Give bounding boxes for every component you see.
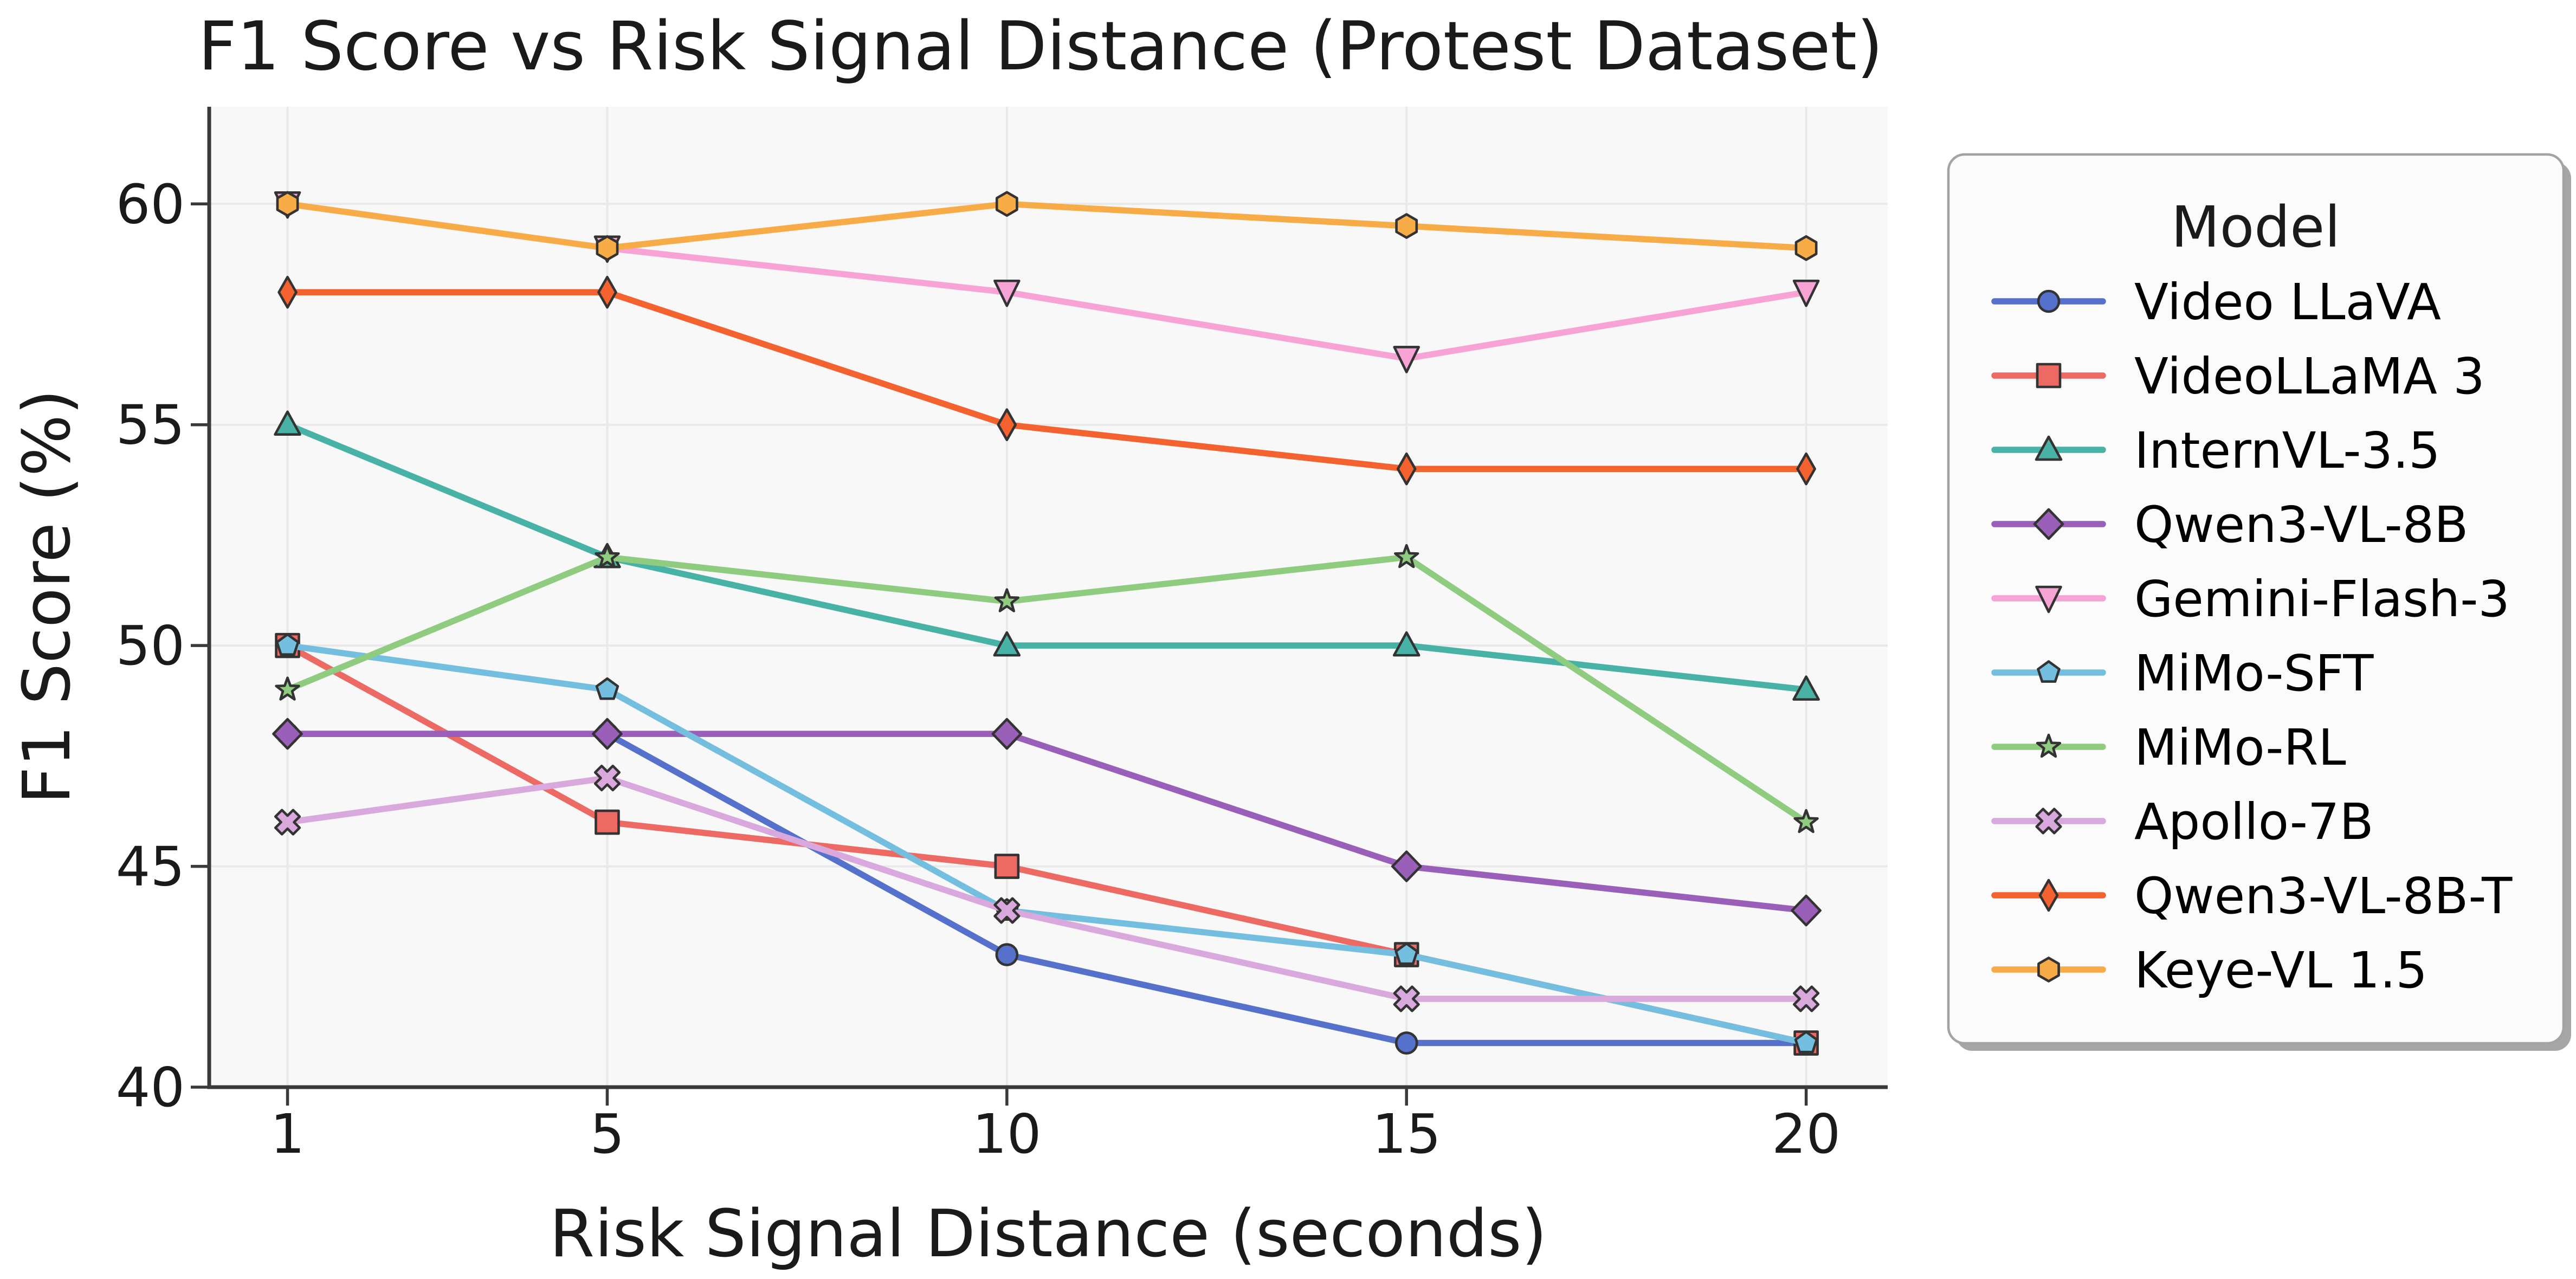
legend-item-video-llava: Video LLaVA [1991,273,2441,331]
legend-swatch-marker [2037,289,2061,313]
data-point [993,897,1021,924]
legend-swatch-marker [2035,585,2062,613]
data-point [592,718,623,750]
data-point [272,718,303,750]
data-point [274,809,301,836]
data-point [995,943,1019,966]
legend-items: Video LLaVA VideoLLaMA 3 InternVL-3.5 Qwen3… [1991,273,2513,999]
x-tick-label: 15 [1372,1102,1441,1166]
data-point [1792,675,1820,701]
data-point [1392,631,1421,657]
data-point [1393,544,1419,569]
legend-item-label: Gemini-Flash-3 [2134,570,2510,628]
legend-swatch-marker [2038,878,2059,912]
x-tick-label: 5 [590,1102,625,1166]
legend-item-videollama-3: VideoLLaMA 3 [1991,347,2485,405]
data-point [993,631,1021,657]
data-point [1793,809,1819,834]
series-apollo-7b [274,764,1820,1012]
y-tick-label: 60 [116,172,185,236]
legend-item-label: MiMo-RL [2134,719,2346,777]
data-point [593,764,621,792]
series-qwen3-vl-8b [272,718,1822,927]
data-point [994,854,1020,879]
data-point [595,677,619,700]
data-point [1391,850,1422,882]
data-point [1796,452,1816,486]
data-point [1792,985,1820,1012]
data-point [1393,346,1420,373]
data-point [1394,1031,1418,1055]
legend-item-mimo-sft: MiMo-SFT [1991,644,2374,702]
legend-item-label: MiMo-SFT [2134,644,2374,702]
legend-swatch-marker [2035,435,2063,461]
legend-item-label: Keye-VL 1.5 [2134,941,2427,999]
data-point [995,191,1018,217]
x-tick-label: 20 [1772,1102,1841,1166]
data-point [595,544,620,569]
data-point [274,410,301,436]
data-point [276,191,299,217]
data-point [993,279,1021,307]
data-point [1794,1030,1818,1054]
data-point [277,275,298,309]
legend-item-internvl-3-5: InternVL-3.5 [1991,422,2441,480]
y-tick-label: 50 [116,614,185,677]
chart-title: F1 Score vs Risk Signal Distance (Protes… [198,8,1883,86]
data-point [997,408,1017,442]
legend-item-label: Video LLaVA [2134,273,2441,331]
legend: Model Video LLaVA VideoLLaMA 3 InternVL-3.… [1947,153,2571,1051]
legend-swatch-marker [2035,808,2062,835]
legend-swatch-marker [2037,660,2061,683]
y-tick-label: 45 [116,835,185,899]
legend-item-qwen3-vl-8b: Qwen3-VL-8B [1991,496,2468,554]
x-tick-label: 10 [972,1102,1041,1166]
legend-item-apollo-7b: Apollo-7B [1991,793,2374,851]
legend-item-mimo-rl: MiMo-RL [1991,719,2346,777]
data-point [1394,942,1418,965]
y-axis-ticks: 40 45 50 55 60 [116,172,208,1119]
series-keye-vl-1-5 [276,191,1818,261]
legend-swatch-marker [2036,733,2062,758]
data-point [994,588,1020,612]
legend-swatch-marker [2036,363,2062,389]
legend-title: Model [2171,194,2340,260]
data-point [1792,279,1820,307]
legend-item-label: Apollo-7B [2134,793,2374,851]
legend-item-keye-vl-1-5: Keye-VL 1.5 [1991,941,2427,999]
series-layer [272,191,1822,1056]
data-point [1395,213,1418,239]
data-point [991,718,1023,750]
x-tick-label: 1 [270,1102,305,1166]
legend-item-label: Qwen3-VL-8B [2134,496,2468,554]
data-point [1791,894,1822,927]
data-point [275,633,300,656]
x-axis-ticks: 1 5 10 15 20 [270,1089,1841,1166]
legend-swatch-marker [2033,508,2064,540]
legend-item-label: VideoLLaMA 3 [2134,347,2485,405]
legend-item-gemini-flash-3: Gemini-Flash-3 [1991,570,2510,628]
legend-item-qwen3-vl-8b-t: Qwen3-VL-8B-T [1991,867,2513,925]
data-point [596,235,619,261]
data-point [597,275,617,309]
y-tick-label: 55 [116,393,185,457]
y-axis-label: F1 Score (%) [10,389,85,804]
data-point [275,676,300,701]
legend-swatch-marker [2037,957,2060,983]
data-point [595,809,620,835]
legend-item-label: Qwen3-VL-8B-T [2134,867,2513,925]
series-qwen3-vl-8b-t [277,275,1816,486]
x-axis-label: Risk Signal Distance (seconds) [550,1197,1547,1272]
series-mimo-rl [275,544,1819,834]
data-point [1393,985,1420,1012]
data-point [1794,235,1818,261]
data-point [1396,452,1417,486]
legend-item-label: InternVL-3.5 [2134,422,2441,480]
y-tick-label: 40 [116,1056,185,1119]
